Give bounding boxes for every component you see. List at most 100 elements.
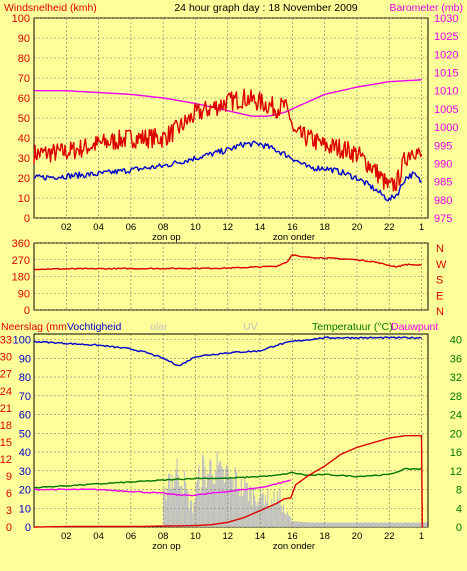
solar-bar [232, 479, 234, 527]
solar-bar [188, 508, 190, 527]
rain-tick-label: 15 [0, 437, 12, 449]
series-line [33, 88, 423, 192]
series-line [33, 140, 422, 202]
solar-bar [231, 477, 233, 527]
solar-bar [414, 522, 418, 527]
x-tick-label: 1 [419, 531, 424, 542]
wind-speed-tick-label: 70 [18, 73, 30, 85]
solar-bar [200, 486, 202, 527]
solar-bar [243, 492, 245, 527]
barometer-tick-label: 995 [434, 140, 452, 152]
solar-bar [233, 491, 235, 527]
temperature-tick-label: 4 [456, 503, 462, 515]
solar-bar [216, 451, 218, 527]
solar-bar [366, 522, 369, 527]
solar-bar [401, 522, 405, 527]
wind-direction-tick-label: 360 [12, 238, 30, 250]
solar-bar [223, 482, 225, 527]
solar-bar [352, 522, 356, 527]
solar-bar [336, 522, 340, 527]
solar-bar [183, 470, 185, 527]
solar-bar [349, 522, 353, 527]
compass-label: N [436, 243, 444, 255]
solar-bar [271, 499, 273, 527]
solar-bar [250, 485, 252, 527]
series-line [33, 467, 422, 489]
barometer-tick-label: 980 [434, 195, 452, 207]
solar-bar [220, 461, 222, 527]
solar-bar [295, 521, 299, 527]
solar-bar [206, 473, 208, 527]
solar-bar [317, 522, 321, 527]
x-tick-label: 02 [61, 531, 72, 542]
solar-bar [284, 513, 286, 527]
barometer-tick-label: 990 [434, 158, 452, 170]
x-tick-label: 08 [158, 222, 169, 233]
temperature-tick-label: 28 [450, 391, 462, 403]
humidity-tick-label: 10 [19, 503, 31, 515]
barometer-tick-label: 975 [434, 213, 452, 225]
rain-axis-title: Neerslag (mm [1, 321, 67, 333]
solar-bar [234, 467, 236, 527]
solar-bar [360, 522, 363, 527]
solar-bar [189, 501, 191, 527]
solar-bar [229, 476, 231, 527]
solar-bar [343, 522, 347, 527]
barometer-tick-label: 1015 [434, 68, 458, 80]
solar-bar [281, 512, 283, 527]
solar-bar [330, 522, 334, 527]
solar-bar [254, 495, 256, 527]
barometer-tick-label: 1030 [434, 13, 458, 25]
solar-bar [238, 487, 240, 527]
sunset-label: zon onder [273, 541, 315, 552]
solar-bar [228, 478, 230, 527]
x-tick-label: 20 [352, 531, 363, 542]
graph-title: 24 hour graph day : 18 November 2009 [174, 2, 357, 14]
solar-bar [385, 522, 389, 527]
solar-bar [193, 502, 195, 527]
solar-bar [311, 522, 315, 527]
x-tick-label: 18 [319, 531, 330, 542]
uv-axis-title: UV [243, 321, 258, 333]
solar-bar [266, 502, 268, 527]
sunset-label: zon onder [273, 232, 315, 243]
solar-bar [376, 522, 380, 527]
solar-bar [211, 474, 213, 527]
solar-bar [215, 471, 217, 527]
wind-speed-tick-label: 50 [18, 113, 30, 125]
solar-bar [217, 465, 219, 527]
wind-direction-tick-label: 180 [12, 272, 30, 284]
solar-bar [180, 486, 182, 527]
solar-bar [247, 501, 250, 527]
x-tick-label: 04 [93, 531, 104, 542]
humidity-tick-label: 20 [19, 485, 31, 497]
humidity-tick-label: 50 [19, 428, 31, 440]
temperature-tick-label: 16 [450, 447, 462, 459]
x-tick-label: 22 [384, 222, 395, 233]
x-tick-label: 14 [255, 531, 266, 542]
solar-bar [177, 475, 179, 527]
solar-bar [252, 487, 254, 527]
series-line [33, 253, 422, 271]
solar-bar [357, 522, 360, 527]
solar-bar [182, 494, 184, 527]
humidity-tick-label: 0 [25, 522, 31, 534]
x-tick-label: 02 [61, 222, 72, 233]
rain-tick-label: 12 [0, 454, 12, 466]
solar-bar [181, 485, 183, 527]
solar-bar [174, 480, 176, 527]
solar-bar [275, 503, 277, 527]
compass-label: S [436, 275, 443, 287]
x-tick-label: 14 [255, 222, 266, 233]
solar-bar [408, 522, 412, 527]
solar-bar [203, 456, 205, 527]
rain-tick-label: 0 [6, 522, 12, 534]
x-tick-label: 1 [419, 222, 424, 233]
x-tick-label: 16 [287, 222, 298, 233]
solar-bar [227, 468, 229, 527]
solar-bar [274, 505, 276, 527]
solar-bar [244, 478, 246, 527]
solar-bar [395, 522, 399, 527]
temperature-tick-label: 12 [450, 466, 462, 478]
rain-tick-label: 24 [0, 386, 12, 398]
